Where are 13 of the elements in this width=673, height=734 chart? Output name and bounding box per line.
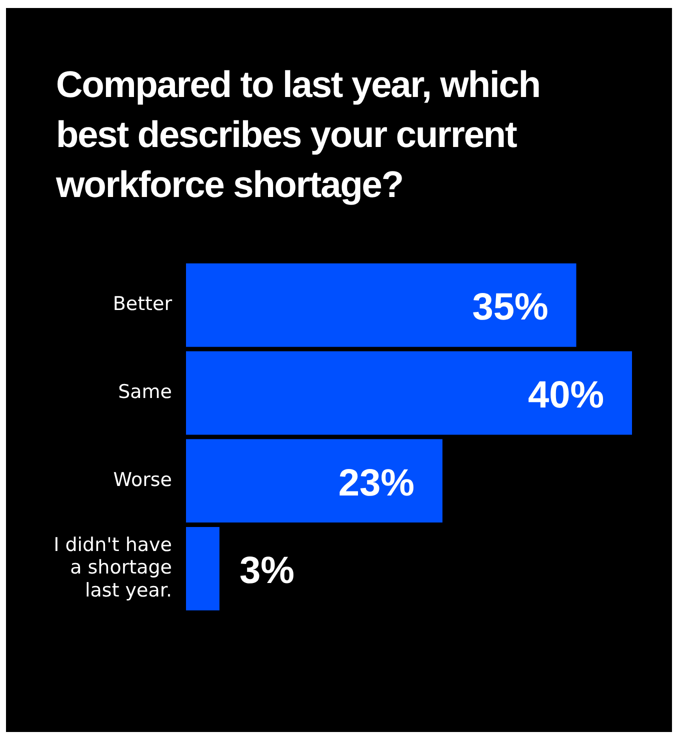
data-label: 40% — [528, 374, 604, 416]
data-label: 23% — [338, 462, 414, 504]
data-label: 35% — [472, 286, 548, 329]
data-label: 3% — [239, 550, 294, 592]
y-tick-label: Worse — [113, 468, 172, 491]
y-tick-label: I didn't have a shortage last year. — [54, 534, 172, 602]
bar — [186, 439, 442, 523]
chart-title: Compared to last year, which best describes your current workforce shortage? — [56, 63, 541, 207]
bar — [186, 526, 220, 610]
bar — [186, 351, 632, 435]
bar — [186, 263, 576, 347]
y-tick-label: Same — [118, 380, 172, 403]
y-tick-label: Better — [112, 293, 172, 316]
